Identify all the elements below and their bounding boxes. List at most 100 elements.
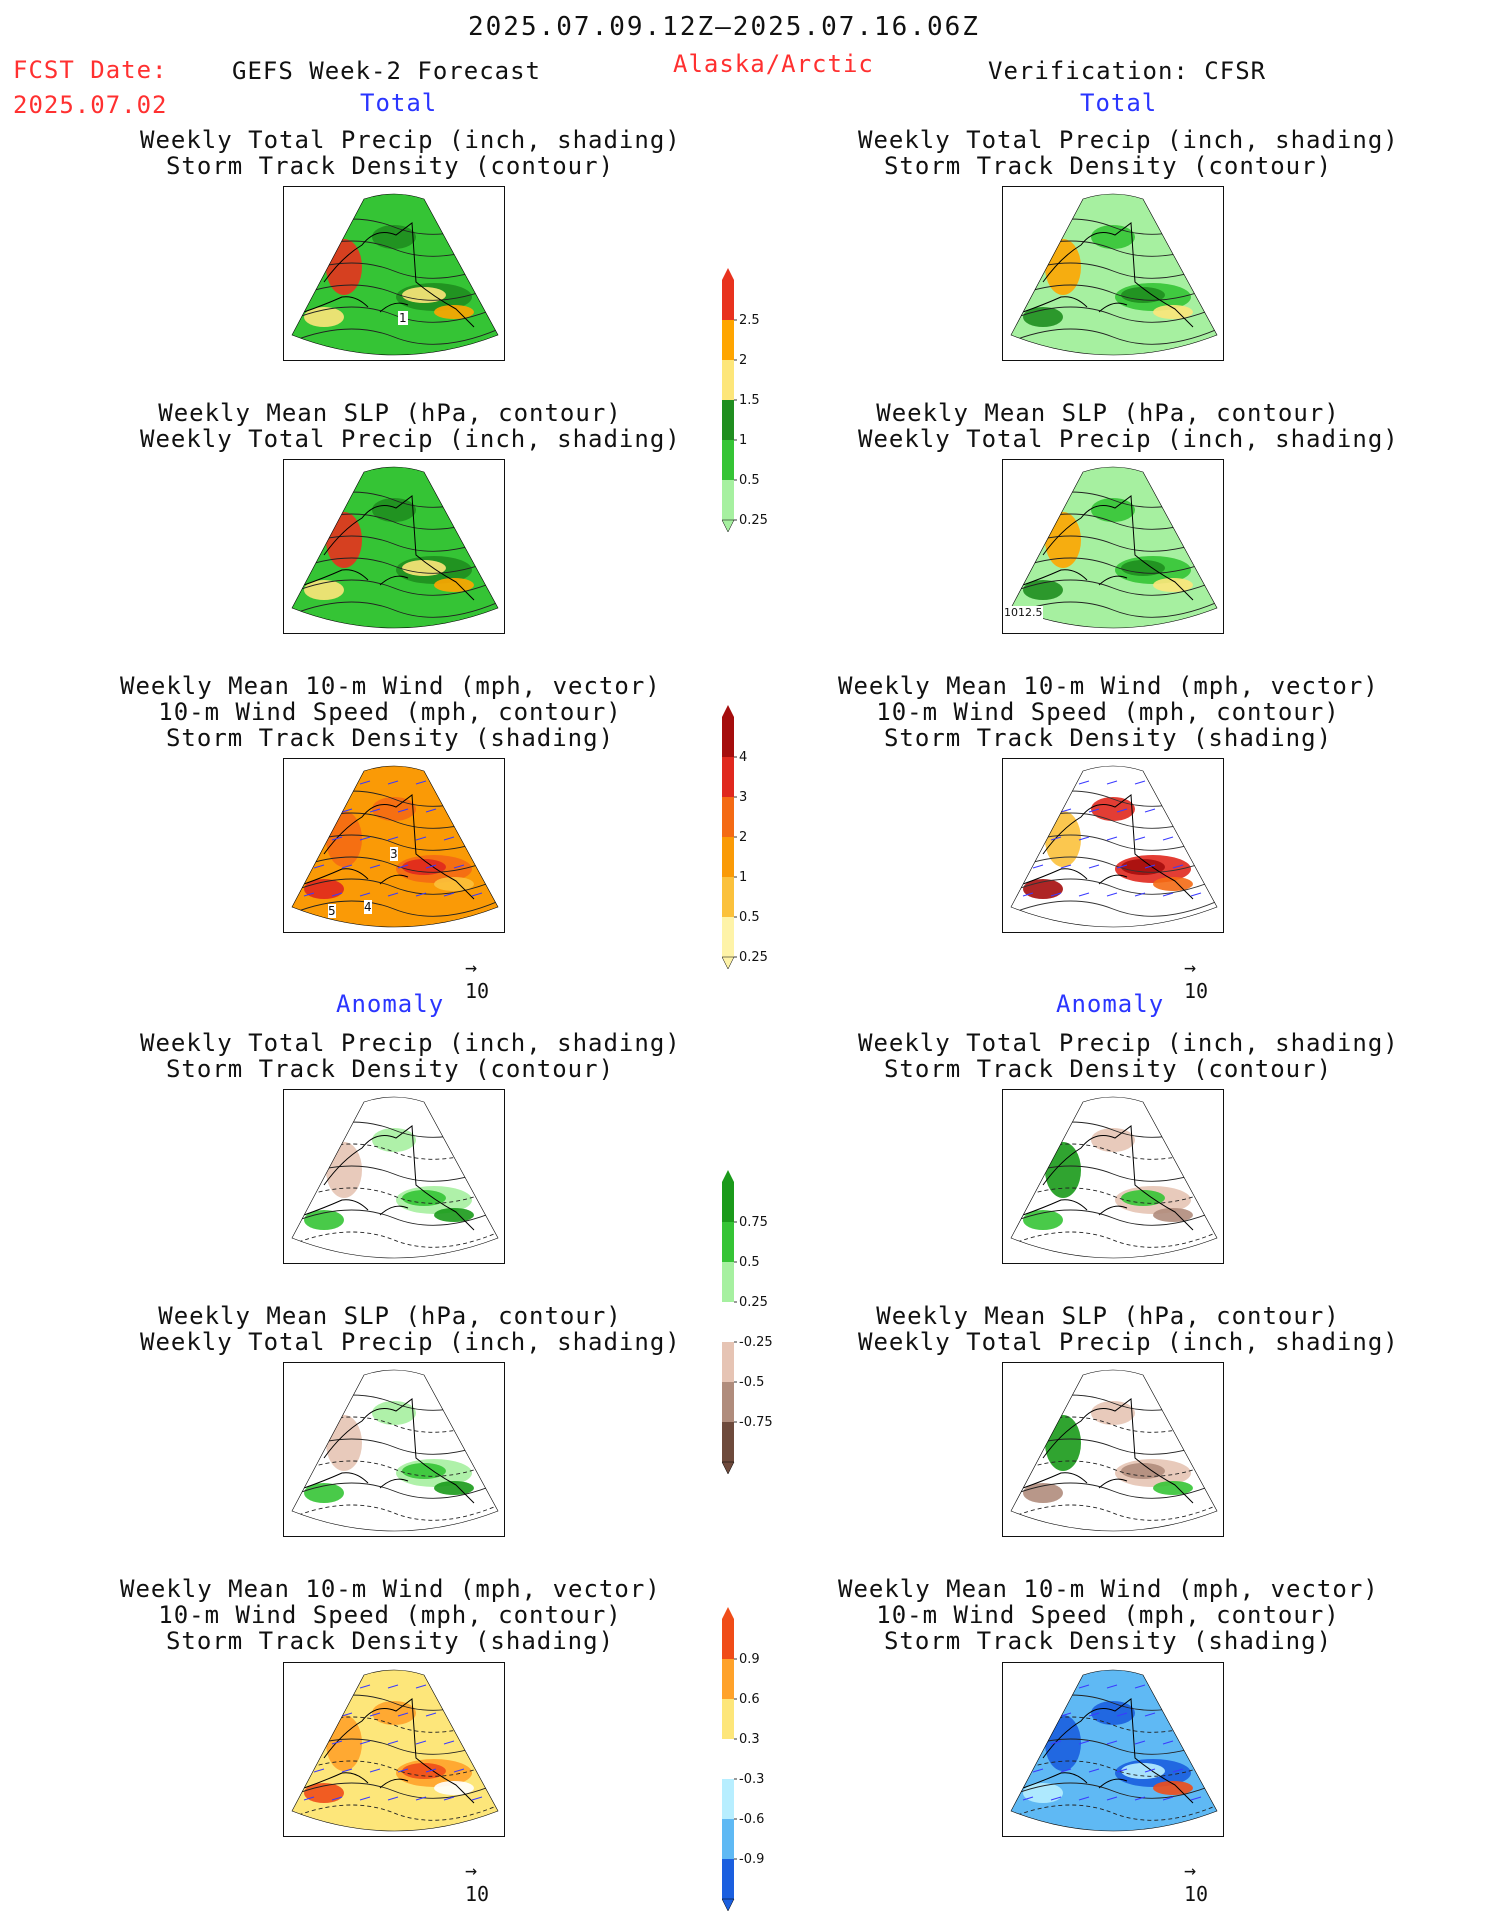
wind-vector — [303, 780, 315, 785]
title-line: Weekly Mean 10-m Wind (mph, vector) — [120, 1575, 661, 1603]
contour-line — [292, 572, 498, 599]
wind-vector — [303, 1684, 315, 1689]
colorbar-segment — [722, 837, 734, 877]
wind-vector — [1060, 864, 1072, 869]
title-line: Weekly Mean SLP (hPa, contour) — [158, 399, 622, 427]
colorbar-segment — [722, 400, 734, 440]
reference-vector-cfsr-total: → 10 — [1184, 955, 1208, 1003]
contour-line — [1011, 550, 1217, 577]
title-line: Storm Track Density (shading) — [883, 724, 1333, 752]
wind-vector — [1050, 1796, 1062, 1801]
title-line: Weekly Total Precip (inch, shading) — [140, 1328, 681, 1356]
shading-region — [1153, 1781, 1193, 1795]
wind-vector — [1106, 1684, 1118, 1689]
contour-line — [1011, 871, 1217, 898]
title-line: Storm Track Density (shading) — [883, 1627, 1333, 1655]
colorbar-tick-label: 1.5 — [739, 393, 760, 408]
colorbar-segment — [722, 1739, 734, 1779]
wind-vector — [1162, 1740, 1174, 1745]
colorbar-segment — [722, 440, 734, 480]
wind-vector — [387, 1796, 399, 1801]
colorbar-tick-label: 1 — [739, 433, 747, 448]
wind-vector — [303, 1796, 315, 1801]
coastline — [1022, 1398, 1194, 1504]
map-canvas — [291, 1369, 499, 1532]
wind-vector — [1078, 1740, 1090, 1745]
wind-vector — [331, 836, 343, 841]
wind-vector — [453, 864, 465, 869]
shading-layer — [292, 1370, 498, 1531]
reference-vector-cfsr-anom: → 10 — [1184, 1858, 1208, 1906]
contour-label: 1 — [398, 311, 408, 325]
contour-line — [292, 1202, 498, 1229]
contour-line — [292, 1224, 498, 1251]
wind-vector — [443, 1740, 455, 1745]
shading-region — [1045, 1415, 1081, 1471]
coastline — [1022, 222, 1194, 328]
shading-layer — [292, 766, 498, 927]
wind-vector — [1200, 808, 1212, 813]
verification-title: Verification: CFSR — [988, 57, 1267, 85]
colorbar-cap — [721, 519, 735, 533]
shading-region — [402, 1763, 446, 1779]
shading-region — [434, 305, 474, 319]
wind-vector — [397, 808, 409, 813]
wind-vector — [1116, 864, 1128, 869]
colorbar-tick-label: -0.5 — [739, 1375, 764, 1390]
domain-outline — [1010, 193, 1218, 356]
wind-vector — [1022, 780, 1034, 785]
title-line: Weekly Mean SLP (hPa, contour) — [876, 399, 1340, 427]
colorbar-cap — [722, 705, 734, 717]
map-cfsr-total-wind-track — [1002, 758, 1224, 933]
section-total-right: Total — [1080, 89, 1158, 117]
map-cfsr-anom-wind-track — [1002, 1662, 1224, 1837]
colorbar-segment — [722, 757, 734, 797]
region-title: Alaska/Arctic — [673, 50, 874, 78]
map-fcst-total-slp-precip — [283, 459, 505, 634]
model-title: GEFS Week-2 Forecast — [232, 57, 541, 85]
shading-region — [402, 560, 446, 576]
shading-region — [372, 225, 416, 249]
arrow-right-icon: → — [465, 955, 478, 979]
colorbar-tick-label: 2 — [739, 830, 747, 845]
contour-line — [1011, 277, 1217, 304]
colorbar-tick-label: 0.25 — [739, 1295, 768, 1310]
colorbar-tick-label: -0.6 — [739, 1812, 764, 1827]
date-range: 2025.07.09.12Z–2025.07.16.06Z — [468, 12, 980, 42]
shading-background — [1011, 1370, 1217, 1531]
title-line: Weekly Mean 10-m Wind (mph, vector) — [838, 672, 1379, 700]
shading-region — [402, 1190, 446, 1206]
contour-line — [292, 871, 498, 898]
map-canvas — [1010, 193, 1218, 356]
shading-region — [1045, 1142, 1081, 1198]
wind-vector — [1032, 864, 1044, 869]
wind-vector — [453, 808, 465, 813]
wind-vector — [1134, 836, 1146, 841]
wind-vector — [471, 1796, 483, 1801]
shading-region — [1153, 578, 1193, 592]
shading-region — [1121, 287, 1165, 303]
map-canvas — [291, 1669, 499, 1832]
colorbar-segment — [722, 1422, 734, 1462]
coastline — [303, 794, 475, 900]
wind-vector — [1022, 1684, 1034, 1689]
shading-background — [1011, 1670, 1217, 1831]
wind-vector — [341, 808, 353, 813]
contour-line — [1011, 1202, 1217, 1229]
title-line: Weekly Total Precip (inch, shading) — [858, 126, 1399, 154]
reference-vector-value: 10 — [1184, 979, 1209, 1003]
wind-vector — [359, 1740, 371, 1745]
title-line: 10-m Wind Speed (mph, contour) — [158, 1601, 622, 1629]
shading-region — [372, 1401, 416, 1425]
colorbar-segment — [722, 480, 734, 520]
title-cfsr-total-wind-track: Weekly Mean 10-m Wind (mph, vector) 10-m… — [838, 673, 1378, 751]
wind-vector — [1078, 892, 1090, 897]
map-fcst-anom-slp-precip — [283, 1362, 505, 1537]
shading-layer — [1011, 1097, 1217, 1258]
wind-vector — [1144, 864, 1156, 869]
wind-vector — [331, 1684, 343, 1689]
colorbar-tick-label: 0.75 — [739, 1215, 768, 1230]
wind-vector — [481, 1768, 493, 1773]
wind-vector — [303, 1740, 315, 1745]
map-canvas — [291, 765, 499, 928]
